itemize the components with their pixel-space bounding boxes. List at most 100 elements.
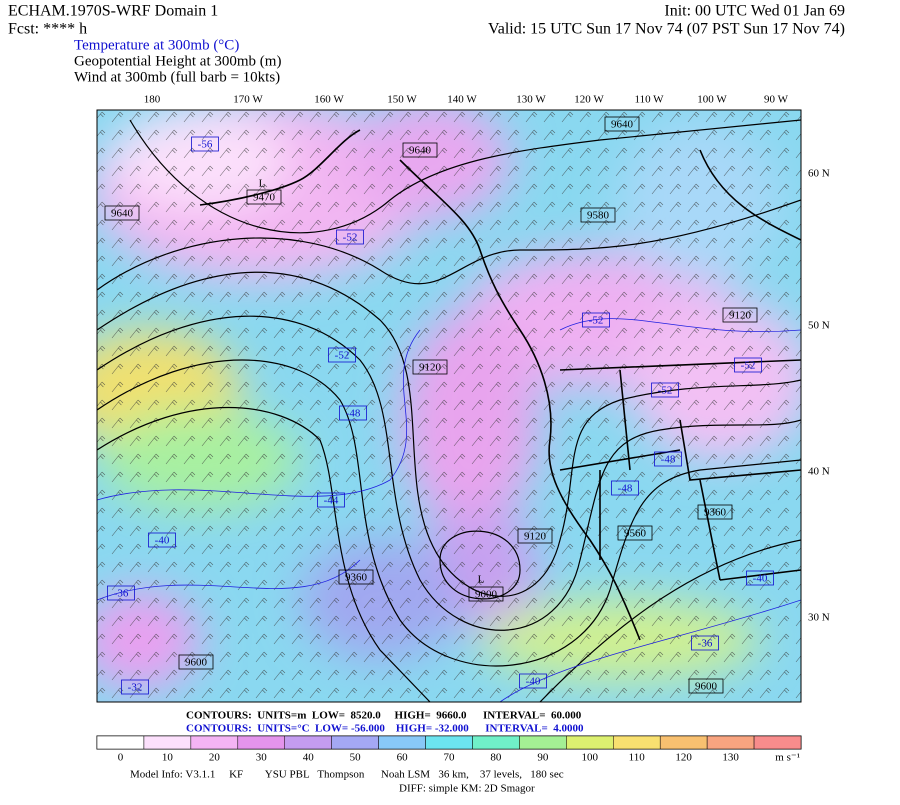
label-box (734, 357, 762, 373)
colorbar-label: 130 (722, 752, 739, 764)
valid-time: Valid: 15 UTC Sun 17 Nov 74 (07 PST Sun … (488, 21, 845, 38)
longitude-label: 180 (144, 94, 161, 106)
colorbar-label: 20 (209, 752, 221, 764)
colorbar-label: 40 (303, 752, 315, 764)
height-label: 9580 (580, 207, 616, 223)
label-box (336, 229, 364, 245)
colorbar-cell (378, 735, 426, 750)
model-title: ECHAM.1970S-WRF Domain 1 (8, 3, 218, 20)
height-label-text: 9640 (111, 208, 134, 220)
height-label-text: 9470 (253, 192, 276, 204)
temperature-label-text: -56 (198, 139, 213, 151)
temperature-label-text: -48 (346, 408, 361, 420)
height-label-text: 9120 (729, 310, 752, 322)
height-contour-info: CONTOURS: UNITS=m LOW= 8520.0 HIGH= 9660… (186, 710, 582, 722)
field-name: Geopotential Height at 300mb (m) (74, 53, 281, 69)
label-box (191, 136, 219, 152)
temperature-label-text: -32 (128, 682, 143, 694)
label-box (691, 635, 719, 651)
label-box (519, 673, 547, 689)
height-label-text: 9640 (409, 145, 432, 157)
temperature-label: -44 (317, 492, 345, 508)
longitude-label: 130 W (516, 94, 546, 106)
colorbar-label: 110 (629, 752, 646, 764)
colorbar-cell (472, 735, 520, 750)
height-label: 9360 (338, 569, 374, 585)
colorbar-label: 80 (490, 752, 502, 764)
height-label-text: 9600 (185, 657, 208, 669)
height-label-text: 9120 (524, 531, 547, 543)
coastlines (199, 129, 801, 641)
latitude-label: 60 N (808, 168, 830, 180)
label-box (148, 532, 176, 548)
temperature-label-text: -52 (335, 350, 350, 362)
temperature-label: -40 (519, 673, 547, 689)
latitude-label: 40 N (808, 466, 830, 478)
temperature-label-text: -36 (698, 638, 713, 650)
colorbar-cell (190, 735, 239, 750)
height-label-text: 9000 (475, 589, 498, 601)
temperature-label: -36 (107, 585, 135, 601)
colorbar-label: 70 (444, 752, 456, 764)
colorbar-cell (706, 735, 755, 750)
longitude-label: 170 W (233, 94, 263, 106)
colorbar-cell (519, 735, 567, 750)
low-marker: L (259, 178, 266, 190)
colorbar-cell (613, 735, 661, 750)
temperature-label: -52 (734, 357, 762, 373)
temperature-label-text: -48 (661, 454, 676, 466)
label-box (246, 189, 282, 205)
height-label: 9120 (412, 359, 448, 375)
label-box (517, 528, 553, 544)
label-box (582, 312, 610, 328)
colorbar-cell (425, 735, 473, 750)
height-label: 9120 (722, 307, 758, 323)
height-label: 9000 (468, 586, 504, 602)
label-box (697, 504, 733, 520)
label-box (328, 347, 356, 363)
label-box (746, 570, 774, 586)
label-box (580, 207, 616, 223)
colorbar-cell (753, 735, 802, 750)
temperature-label-text: -40 (753, 573, 768, 585)
latitude-label: 50 N (808, 320, 830, 332)
map-field (97, 110, 801, 702)
colorbar-label: 0 (118, 752, 124, 764)
label-box (104, 205, 140, 221)
temperature-label-text: -52 (658, 385, 673, 397)
label-box (412, 359, 448, 375)
temperature-label: -40 (148, 532, 176, 548)
latitude-label: 30 N (808, 612, 830, 624)
height-label: 9600 (178, 654, 214, 670)
model-info: Model Info: V3.1.1 KF YSU PBL Thompson N… (130, 769, 564, 781)
field-name: Temperature at 300mb (°C) (74, 37, 239, 53)
height-label: 9120 (517, 528, 553, 544)
temperature-label: -48 (611, 480, 639, 496)
label-box (654, 451, 682, 467)
colorbar-label: 90 (537, 752, 549, 764)
colorbar-cell (659, 735, 708, 750)
height-label-text: 9560 (624, 528, 647, 540)
colorbar-cell (96, 735, 145, 750)
colorbar-label: 60 (397, 752, 409, 764)
label-box (178, 654, 214, 670)
height-label-text: 9600 (695, 681, 718, 693)
label-box (402, 142, 438, 158)
label-box (107, 585, 135, 601)
temperature-label-text: -48 (618, 483, 633, 495)
longitude-label: 120 W (574, 94, 604, 106)
temperature-label-text: -52 (343, 232, 358, 244)
temperature-label: -40 (746, 570, 774, 586)
field-name: Wind at 300mb (full barb = 10kts) (74, 69, 280, 85)
colorbar-label: 50 (350, 752, 362, 764)
temperature-label: -36 (691, 635, 719, 651)
label-box (688, 678, 724, 694)
longitude-label: 160 W (314, 94, 344, 106)
colorbar-cell (284, 735, 332, 750)
colorbar-label: 10 (162, 752, 174, 764)
label-box (317, 492, 345, 508)
longitude-label: 90 W (764, 94, 789, 106)
colorbar-cell (237, 735, 285, 750)
longitude-label: 110 W (634, 94, 664, 106)
colorbar-unit: m s⁻¹ (775, 752, 800, 764)
